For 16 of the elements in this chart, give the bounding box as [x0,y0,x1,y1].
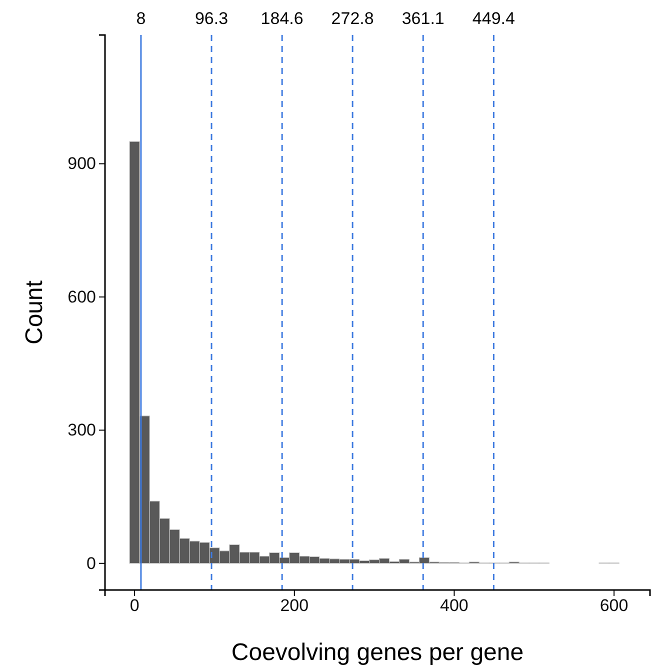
ref-line-label: 361.1 [402,9,444,28]
ref-line-label: 96.3 [194,9,228,28]
ref-line-label: 272.8 [331,9,374,28]
y-tick-label: 600 [68,287,96,306]
ref-line-label: 449.4 [472,9,515,28]
x-axis-title: Coevolving genes per gene [231,639,524,666]
y-axis-title: Count [21,280,48,345]
ref-line-label: 8 [136,9,146,28]
x-tick-label: 200 [280,596,309,616]
y-tick-label: 300 [68,420,96,440]
x-tick-label: 400 [440,596,468,616]
ref-line-label: 184.6 [260,9,304,28]
x-tick-label: 0 [130,596,140,616]
y-tick-label: 0 [86,554,96,573]
y-tick-label: 900 [68,154,96,174]
x-tick-label: 600 [600,596,628,616]
